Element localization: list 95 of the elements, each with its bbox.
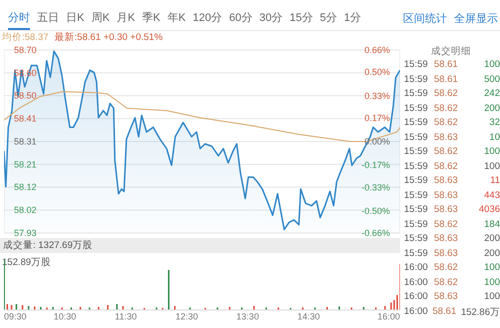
- text: 区间统计: [403, 12, 447, 26]
- text: 152.86万: [460, 306, 500, 320]
- category-label: 15:59: [404, 117, 429, 130]
- x-tick-label: 10:30: [54, 311, 76, 322]
- data-label: 200: [483, 102, 500, 116]
- y-tick-label: 57.93: [14, 228, 37, 238]
- y-tick-label: 58.70: [14, 45, 37, 55]
- category-label: 15:59: [404, 88, 429, 101]
- data-label: 58.62: [434, 160, 459, 174]
- data-label: 100: [483, 276, 500, 290]
- data-label: 58.62: [434, 146, 459, 159]
- data-label: 58.63: [434, 248, 459, 260]
- data-label: 100: [483, 59, 500, 72]
- data-label: 11: [489, 175, 500, 188]
- chart-title: 成交量: 1327.69万股: [0, 238, 400, 253]
- text: 60分: [229, 11, 252, 26]
- y2-tick-label: -0.17%: [361, 160, 390, 170]
- data-label: 58.63: [434, 291, 459, 304]
- y2-tick-label: -0.50%: [361, 206, 390, 216]
- data-label: 58.62: [434, 102, 459, 116]
- data-label: 100: [483, 160, 500, 174]
- text: 5分: [320, 11, 337, 26]
- text: 分时: [8, 10, 30, 30]
- text: 月K: [116, 11, 136, 26]
- y-tick-label: 58.41: [14, 114, 37, 124]
- x-tick-label: 09:30: [4, 311, 27, 322]
- category-label: 15:59: [404, 132, 429, 144]
- data-label: 100: [483, 291, 500, 304]
- y-tick-label: 58.21: [14, 159, 37, 170]
- category-label: 15:59: [404, 74, 429, 86]
- data-label: 500: [483, 74, 500, 86]
- data-label: 58.61: [434, 74, 459, 86]
- data-label: 4036: [478, 204, 500, 217]
- category-label: 15:59: [404, 102, 429, 116]
- x-tick-label: 11:30: [114, 311, 137, 322]
- x-tick-label: 12:30: [176, 311, 198, 322]
- data-label: 100: [483, 146, 500, 159]
- text: 全屏显示: [454, 12, 498, 26]
- text: 30分: [259, 11, 283, 26]
- data-label: 10: [488, 132, 500, 144]
- data-label: 58.63: [434, 132, 459, 144]
- y2-tick-label: 0.33%: [364, 90, 390, 101]
- category-label: 15:59: [404, 204, 429, 217]
- data-label: 200: [483, 233, 500, 246]
- data-label: 58.61: [432, 306, 458, 318]
- text: 1分: [344, 11, 362, 26]
- text: 120分: [192, 11, 222, 26]
- x-tick-label: 13:30: [236, 311, 259, 322]
- data-label: 32: [488, 117, 500, 130]
- y2-tick-label: -0.33%: [361, 182, 390, 192]
- text: 季K: [142, 11, 160, 26]
- y2-tick-label: 0.50%: [364, 67, 390, 78]
- category-label: 15:59: [404, 160, 429, 174]
- y-tick-label: 58.31: [14, 136, 37, 146]
- category-label: 16:00: [404, 276, 429, 290]
- y2-tick-label: -0.66%: [361, 228, 390, 238]
- category-label: 16:00: [404, 291, 429, 304]
- text: 五日: [37, 11, 59, 26]
- data-label: 100: [483, 262, 500, 275]
- category-label: 15:59: [404, 233, 429, 246]
- category-label: 15:59: [404, 190, 429, 202]
- text: 周K: [91, 11, 110, 26]
- data-label: 200: [483, 248, 500, 260]
- data-label: 58.63: [434, 175, 459, 188]
- category-label: 16:00: [404, 262, 429, 275]
- text: 成交明细: [430, 45, 472, 58]
- x-tick-label: 14:30: [297, 311, 320, 322]
- category-label: 15:59: [404, 59, 429, 72]
- category-label: 15:59: [404, 248, 429, 260]
- data-label: 58.63: [434, 233, 459, 246]
- data-label: 184: [483, 218, 500, 232]
- category-label: 15:59: [404, 146, 429, 159]
- text: 年K: [167, 11, 186, 26]
- data-label: 58.63: [434, 204, 459, 217]
- y-tick-label: 58.02: [14, 205, 37, 216]
- data-label: 58.62: [434, 262, 459, 275]
- x-tick-label: 16:00: [377, 311, 400, 322]
- data-label: 443: [483, 190, 500, 202]
- category-label: 15:59: [404, 175, 429, 188]
- text: 15分: [290, 11, 313, 26]
- data-label: 58.63: [434, 190, 459, 202]
- y-tick-label: 58.50: [14, 90, 37, 101]
- y2-tick-label: 0.66%: [364, 45, 390, 55]
- data-label: 58.62: [434, 88, 459, 101]
- data-label: 242: [483, 88, 500, 101]
- text: 最新:58.61 +0.30 +0.51%: [54, 31, 163, 44]
- category-label: 15:59: [404, 218, 429, 232]
- data-label: 58.62: [434, 117, 459, 130]
- data-label: 58.61: [434, 59, 459, 72]
- data-label: 58.62: [434, 276, 459, 290]
- data-label: 58.62: [434, 218, 459, 232]
- text: 日K: [66, 11, 84, 26]
- text: 均价:58.37: [2, 31, 48, 44]
- y2-tick-label: 0.17%: [364, 112, 390, 123]
- y-tick-label: 58.12: [14, 182, 37, 192]
